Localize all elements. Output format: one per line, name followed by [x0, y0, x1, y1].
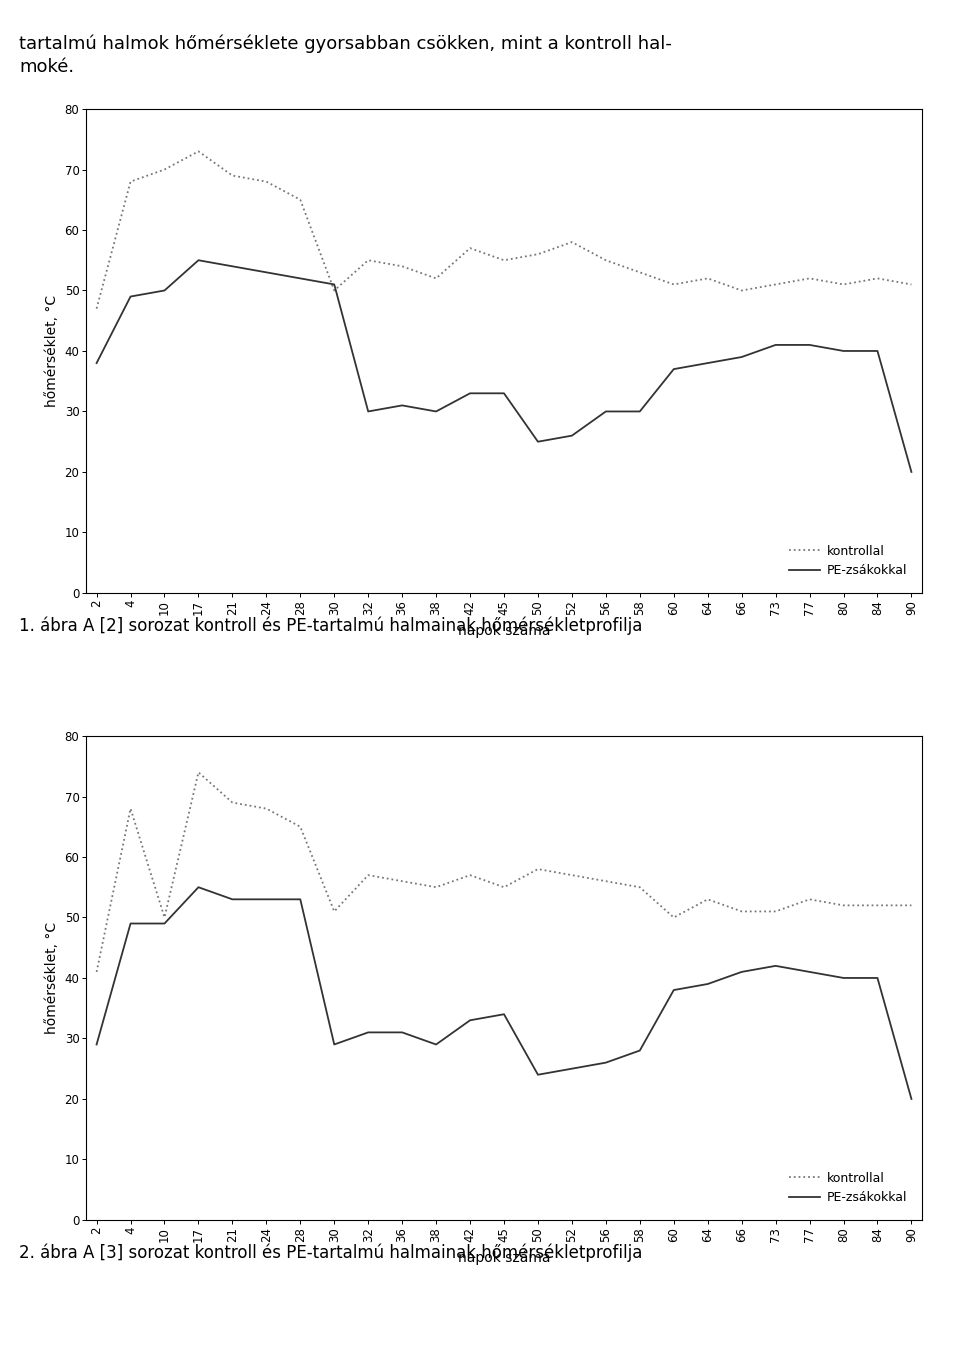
Y-axis label: hőmérséklet, °C: hőmérséklet, °C	[45, 294, 59, 408]
Legend: kontrollal, PE-zsákokkal: kontrollal, PE-zsákokkal	[789, 1172, 907, 1204]
Text: 2. ábra A [3] sorozat kontroll és PE-tartalmú halmainak hőmérsékletprofilja: 2. ábra A [3] sorozat kontroll és PE-tar…	[19, 1243, 642, 1262]
Text: tartalmú halmok hőmérséklete gyorsabban csökken, mint a kontroll hal-
moké.: tartalmú halmok hőmérséklete gyorsabban …	[19, 34, 672, 76]
Legend: kontrollal, PE-zsákokkal: kontrollal, PE-zsákokkal	[789, 545, 907, 577]
X-axis label: napok száma: napok száma	[458, 1250, 550, 1265]
Text: 1. ábra A [2] sorozat kontroll és PE-tartalmú halmainak hőmérsékletprofilja: 1. ábra A [2] sorozat kontroll és PE-tar…	[19, 616, 642, 635]
Y-axis label: hőmérséklet, °C: hőmérséklet, °C	[45, 921, 59, 1035]
X-axis label: napok száma: napok száma	[458, 623, 550, 638]
